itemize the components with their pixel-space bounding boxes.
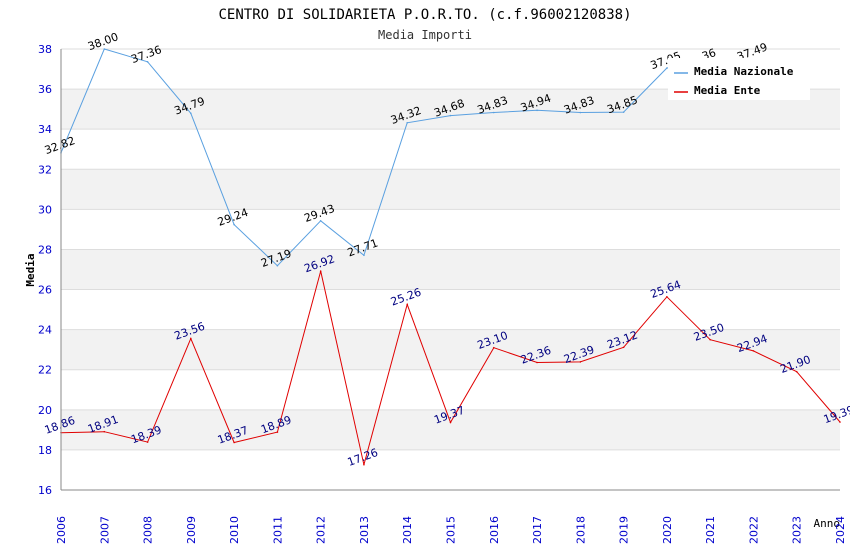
grid-band — [61, 169, 840, 210]
data-point — [449, 114, 452, 117]
data-point — [233, 441, 235, 444]
data-point — [406, 303, 409, 306]
data-point — [276, 264, 279, 267]
data-point — [190, 337, 192, 340]
legend-label-ente: Media Ente — [694, 84, 761, 97]
x-tick-label: 2018 — [574, 516, 587, 544]
y-tick-label: 26 — [38, 284, 52, 297]
y-tick-label: 30 — [38, 203, 52, 216]
legend-label-nazionale: Media Nazionale — [694, 65, 794, 78]
x-tick-label: 2024 — [834, 516, 847, 544]
y-tick-label: 22 — [38, 364, 52, 377]
y-tick-label: 18 — [38, 444, 52, 457]
data-label: 32.82 — [43, 134, 77, 157]
x-tick-label: 2006 — [55, 516, 68, 544]
data-point — [536, 109, 538, 112]
data-point — [363, 254, 365, 257]
grid-band — [61, 409, 840, 450]
y-tick-label: 28 — [38, 243, 52, 256]
data-point — [233, 223, 235, 226]
data-point — [536, 361, 538, 364]
y-tick-label: 16 — [38, 484, 52, 497]
data-point — [319, 270, 322, 272]
data-point — [579, 361, 582, 363]
grid-band — [61, 249, 840, 290]
data-point — [622, 346, 625, 349]
data-point — [449, 421, 452, 424]
y-tick-label: 38 — [38, 43, 52, 56]
data-point — [666, 295, 668, 298]
legend: Media Nazionale Media Ente — [668, 58, 810, 100]
data-point — [666, 67, 668, 69]
x-tick-label: 2016 — [488, 516, 501, 544]
data-point — [146, 61, 149, 63]
x-tick-label: 2022 — [747, 516, 760, 544]
x-tick-label: 2013 — [358, 516, 371, 544]
y-axis-label: Media — [24, 253, 37, 286]
data-point — [709, 338, 711, 341]
x-tick-label: 2019 — [618, 516, 631, 544]
series-line-nazionale — [60, 48, 754, 267]
x-tick-label: 2008 — [142, 516, 155, 544]
data-point — [276, 431, 279, 433]
data-label: 38.00 — [86, 30, 120, 53]
data-point — [103, 430, 106, 433]
x-tick-label: 2009 — [185, 516, 198, 544]
x-tick-label: 2015 — [445, 516, 458, 544]
data-point — [146, 441, 149, 443]
data-point — [795, 370, 798, 373]
legend-box — [668, 58, 810, 100]
x-tick-label: 2007 — [98, 516, 111, 544]
x-tick-label: 2014 — [401, 516, 414, 544]
y-tick-label: 20 — [38, 404, 52, 417]
chart-title: CENTRO DI SOLIDARIETA P.O.R.TO. (c.f.960… — [218, 7, 631, 23]
y-tick-label: 32 — [38, 163, 52, 176]
data-point — [492, 346, 495, 349]
x-tick-label: 2017 — [531, 516, 544, 544]
data-point — [319, 219, 322, 222]
x-tick-label: 2023 — [791, 516, 804, 544]
x-tick-label: 2010 — [228, 516, 241, 544]
x-tick-label: 2021 — [704, 516, 717, 544]
data-point — [622, 111, 625, 113]
x-tick-label: 2020 — [661, 516, 674, 544]
chart-subtitle: Media Importi — [378, 28, 472, 42]
data-label: 37.36 — [129, 43, 163, 66]
grid-band — [61, 329, 840, 370]
data-point — [406, 121, 409, 124]
data-point — [492, 111, 495, 114]
y-tick-label: 24 — [38, 324, 52, 337]
data-point — [103, 48, 106, 50]
data-point — [752, 350, 755, 352]
y-tick-label: 36 — [38, 83, 52, 96]
data-point — [363, 463, 365, 466]
data-point — [839, 421, 841, 423]
x-axis-label: Anno — [814, 517, 841, 530]
x-tick-label: 2011 — [271, 516, 284, 544]
data-point — [190, 112, 192, 115]
x-tick-label: 2012 — [315, 516, 328, 544]
data-point — [579, 111, 582, 114]
y-tick-label: 34 — [38, 123, 52, 136]
